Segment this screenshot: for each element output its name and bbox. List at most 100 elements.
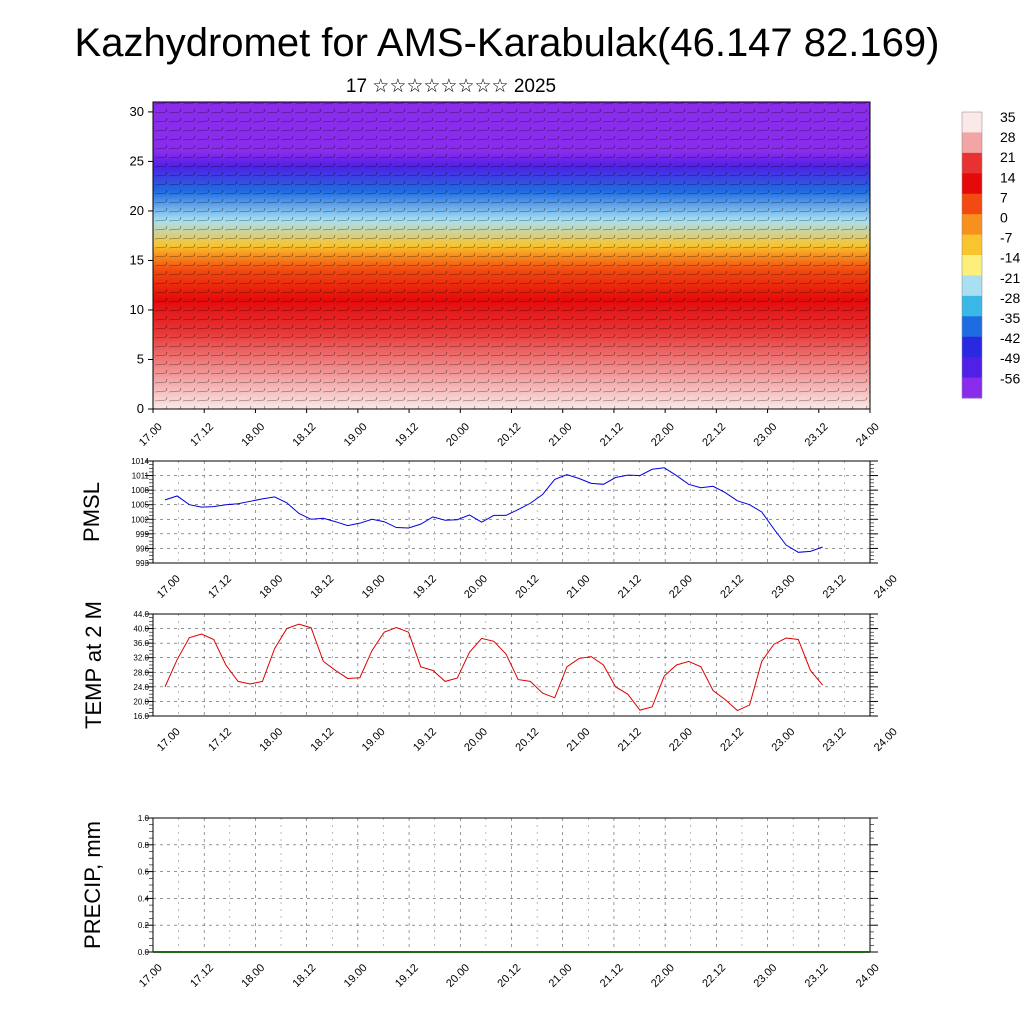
xtick-label: 24.00 [872, 726, 900, 754]
ytick-label: 1.0 [138, 814, 150, 823]
xtick-label: 18.12 [309, 573, 337, 601]
ytick-label: 993 [136, 559, 150, 568]
colorbar-swatch [962, 214, 982, 236]
heatmap-xtick-label: 20.12 [495, 421, 523, 449]
colorbar-swatch [962, 357, 982, 379]
xtick-label: 17.12 [206, 726, 234, 754]
heatmap-ytick-label: 30 [130, 104, 144, 119]
colorbar-swatch [962, 316, 982, 338]
ytick-label: 1005 [131, 501, 149, 510]
ytick-label: 16.0 [133, 712, 149, 721]
heatmap-ytick-label: 10 [130, 302, 144, 317]
heatmap-xtick-label: 17.00 [137, 421, 165, 449]
panel-ylabel: PRECIP, mm [80, 821, 105, 949]
xtick-label: 21.12 [598, 962, 626, 990]
xtick-label: 23.12 [821, 726, 849, 754]
ytick-label: 20.0 [133, 697, 149, 706]
heatmap-ytick-label: 5 [137, 351, 144, 366]
ytick-label: 0.0 [138, 948, 150, 957]
colorbar-label: -56 [1000, 370, 1020, 386]
heatmap-xtick-label: 21.00 [547, 421, 575, 449]
xtick-label: 19.00 [342, 962, 370, 990]
heatmap-xtick-label: 18.12 [291, 421, 319, 449]
xtick-label: 22.00 [649, 962, 677, 990]
ytick-label: 996 [136, 544, 150, 553]
colorbar-swatch [962, 193, 982, 215]
xtick-label: 17.00 [137, 962, 165, 990]
xtick-label: 22.00 [667, 726, 695, 754]
temp-panel: 16.0 20.0 24.0 28.0 32.0 36.0 40.0 44.0 17.00 17.… [81, 601, 900, 754]
colorbar-swatch [962, 377, 982, 399]
heatmap-xtick-label: 17.12 [188, 421, 216, 449]
chart-title: Kazhydromet for AMS-Karabulak(46.147 82.… [75, 21, 940, 65]
xtick-label: 20.00 [444, 962, 472, 990]
xtick-label: 22.12 [718, 573, 746, 601]
series-line [164, 467, 823, 553]
xtick-label: 18.00 [257, 726, 285, 754]
ytick-label: 40.0 [133, 625, 149, 634]
ytick-label: 44.0 [133, 610, 149, 619]
ytick-label: 32.0 [133, 654, 149, 663]
heatmap-ytick-label: 0 [137, 401, 144, 416]
xtick-label: 21.12 [616, 726, 644, 754]
xtick-label: 21.12 [616, 573, 644, 601]
heatmap-xtick-label: 20.00 [444, 421, 472, 449]
xtick-label: 22.12 [700, 962, 728, 990]
panel-ylabel: TEMP at 2 M [81, 601, 106, 729]
heatmap-xtick-label: 23.12 [803, 421, 831, 449]
ytick-label: 24.0 [133, 683, 149, 692]
wind-barbs [153, 102, 870, 409]
ytick-label: 36.0 [133, 639, 149, 648]
heatmap-ytick-label: 25 [130, 153, 144, 168]
heatmap-xtick-label: 22.00 [649, 421, 677, 449]
heatmap-xtick-label: 24.00 [854, 421, 882, 449]
chart-subtitle: 17 ☆☆☆☆☆☆☆☆ 2025 [346, 76, 556, 97]
colorbar-label: 0 [1000, 210, 1008, 226]
colorbar-label: -14 [1000, 250, 1020, 266]
panel-ylabel: PMSL [79, 482, 104, 542]
xtick-label: 17.00 [155, 573, 183, 601]
heatmap-xtick-label: 23.00 [751, 421, 779, 449]
heatmap-xtick-label: 21.12 [598, 421, 626, 449]
xtick-label: 20.00 [462, 726, 490, 754]
series-line [164, 623, 824, 712]
xtick-label: 19.12 [393, 962, 421, 990]
xtick-label: 22.00 [667, 573, 695, 601]
xtick-label: 18.12 [291, 962, 319, 990]
precip-panel: 0.0 0.2 0.4 0.6 0.8 1.0 17.00 17.12 18.00 18.12 19… [80, 814, 882, 990]
xtick-label: 23.00 [769, 726, 797, 754]
xtick-label: 24.00 [872, 573, 900, 601]
colorbar-swatch [962, 255, 982, 276]
xtick-label: 19.00 [360, 573, 388, 601]
colorbar-label: -42 [1000, 330, 1020, 346]
ytick-label: 999 [136, 530, 150, 539]
ytick-label: 0.2 [138, 921, 150, 930]
colorbar-label: -49 [1000, 350, 1020, 366]
colorbar-label: -28 [1000, 290, 1020, 306]
colorbar: 35 28 21 14 7 0 -7 -14 -21 -28 -35 -42 -49 -56 [961, 109, 1020, 399]
xtick-label: 17.12 [206, 573, 234, 601]
ytick-label: 0.6 [138, 868, 150, 877]
xtick-label: 19.00 [360, 726, 388, 754]
colorbar-label: -35 [1000, 310, 1020, 326]
xtick-label: 23.12 [821, 573, 849, 601]
xtick-label: 19.12 [411, 726, 439, 754]
xtick-label: 23.00 [751, 962, 779, 990]
pmsl-panel: 993 996 999 1002 1005 1008 1011 1014 17.00 17.12 1… [79, 457, 900, 601]
xtick-label: 23.12 [803, 962, 831, 990]
xtick-label: 21.00 [565, 573, 593, 601]
xtick-label: 18.12 [309, 726, 337, 754]
heatmap-ytick-label: 15 [130, 252, 144, 267]
colorbar-swatch [962, 275, 982, 297]
xtick-label: 23.00 [769, 573, 797, 601]
ytick-label: 0.4 [138, 894, 150, 903]
colorbar-label: 35 [1000, 109, 1016, 125]
xtick-label: 19.12 [411, 573, 439, 601]
heatmap-xtick-label: 22.12 [700, 421, 728, 449]
heatmap-xtick-label: 18.00 [239, 421, 267, 449]
ytick-label: 1008 [131, 486, 149, 495]
colorbar-swatch [962, 132, 982, 154]
xtick-label: 20.12 [495, 962, 523, 990]
